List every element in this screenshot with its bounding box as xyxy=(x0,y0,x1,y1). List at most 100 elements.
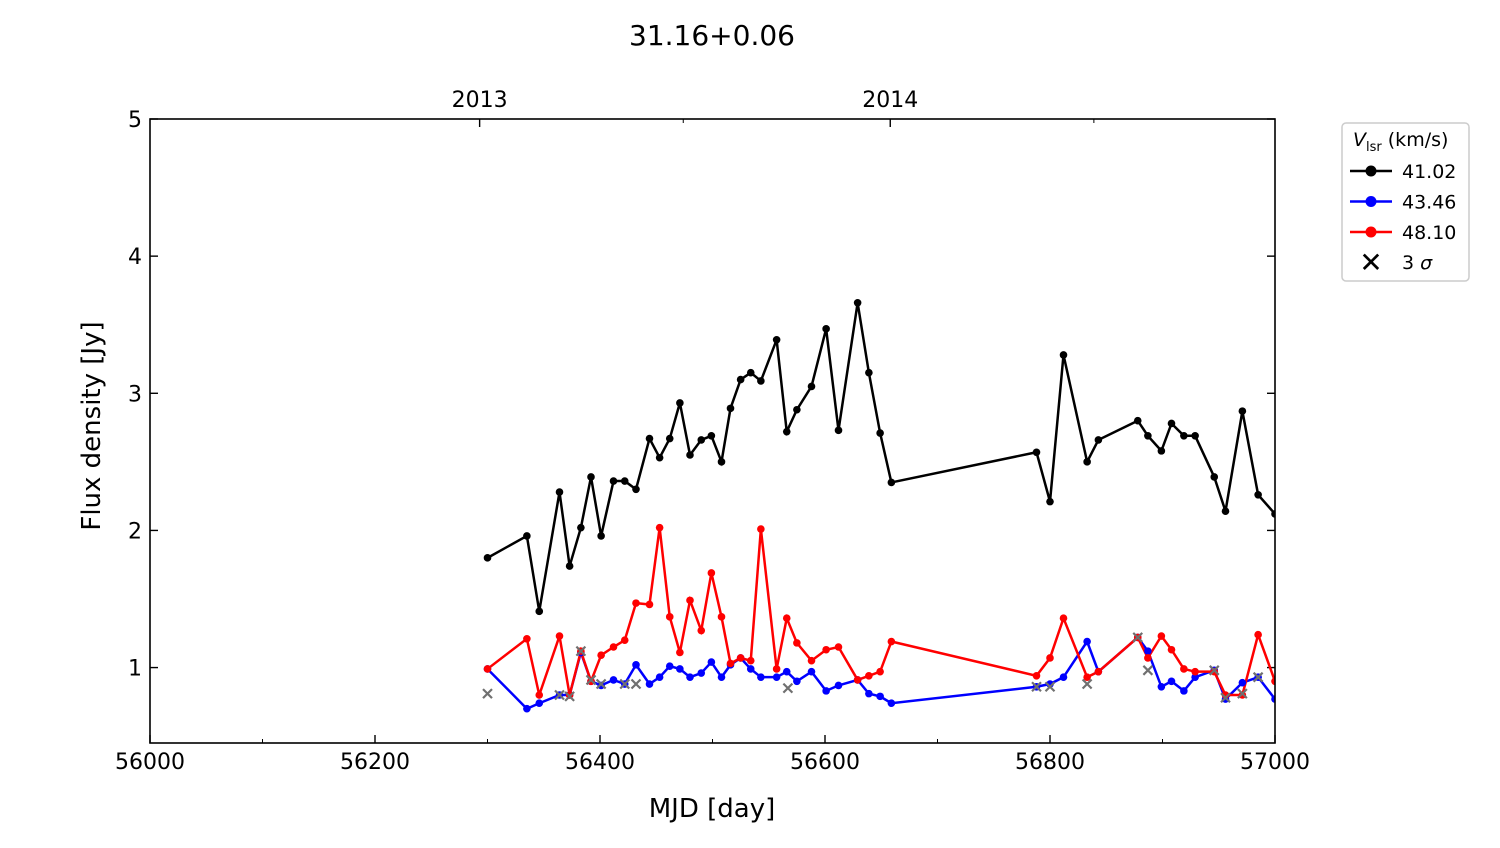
sigma3-marker xyxy=(1081,678,1093,690)
data-point-43.46 xyxy=(757,673,765,681)
legend-label-41.02: 41.02 xyxy=(1402,161,1456,183)
data-point-41.02 xyxy=(577,523,585,532)
y-tick-label: 2 xyxy=(128,519,142,544)
data-point-48.10 xyxy=(1180,665,1188,673)
data-point-48.10 xyxy=(1191,667,1199,676)
data-point-41.02 xyxy=(483,554,492,562)
data-point-41.02 xyxy=(1046,497,1054,506)
data-point-41.02 xyxy=(822,325,830,333)
data-point-48.10 xyxy=(1046,654,1054,662)
x-tick-label: 57000 xyxy=(1240,750,1310,775)
data-point-48.10 xyxy=(655,523,664,532)
y-tick-label: 4 xyxy=(128,245,142,270)
sigma3-marker xyxy=(1031,681,1042,693)
data-point-41.02 xyxy=(1271,510,1275,518)
data-point-41.02 xyxy=(1238,407,1247,415)
data-point-48.10 xyxy=(726,659,735,668)
legend-label-3sigma: 3 σ xyxy=(1402,252,1433,274)
data-point-41.02 xyxy=(782,427,791,436)
data-point-41.02 xyxy=(555,488,564,496)
data-point-43.46 xyxy=(1271,695,1275,703)
x-tick-label: 56000 xyxy=(115,750,185,775)
y-axis-label: Flux density [Jy] xyxy=(77,321,107,530)
data-point-48.10 xyxy=(707,569,716,577)
data-point-48.10 xyxy=(1144,654,1152,662)
data-point-48.10 xyxy=(736,654,745,662)
data-point-48.10 xyxy=(865,672,873,680)
data-point-41.02 xyxy=(1133,416,1142,425)
data-point-48.10 xyxy=(1094,667,1103,676)
data-point-48.10 xyxy=(834,643,843,651)
data-point-41.02 xyxy=(1167,419,1176,428)
data-point-43.46 xyxy=(665,662,674,670)
x-tick-label: 56200 xyxy=(340,750,410,775)
data-point-43.46 xyxy=(676,665,684,673)
sigma3-marker xyxy=(630,678,642,690)
legend-label-43.46: 43.46 xyxy=(1402,192,1456,214)
data-point-41.02 xyxy=(1191,432,1199,440)
data-point-48.10 xyxy=(632,599,640,607)
data-point-48.10 xyxy=(807,656,816,665)
data-point-43.46 xyxy=(746,665,755,673)
data-point-41.02 xyxy=(834,426,843,435)
data-point-48.10 xyxy=(609,643,618,651)
data-point-41.02 xyxy=(1210,473,1219,481)
data-point-43.46 xyxy=(807,667,816,676)
data-point-41.02 xyxy=(865,368,873,377)
data-point-43.46 xyxy=(655,673,664,681)
data-point-48.10 xyxy=(746,656,755,665)
data-point-41.02 xyxy=(1221,507,1230,516)
legend-title: Vlsr (km/s) xyxy=(1353,129,1448,155)
data-point-43.46 xyxy=(1144,647,1152,655)
data-point-41.02 xyxy=(707,432,716,440)
plot-frame xyxy=(149,118,1276,744)
data-point-48.10 xyxy=(1032,672,1041,680)
top-tick-label: 2013 xyxy=(452,88,508,113)
data-point-41.02 xyxy=(697,436,706,444)
data-point-43.46 xyxy=(535,699,544,708)
chart-title: 31.16+0.06 xyxy=(629,19,795,52)
data-point-41.02 xyxy=(1180,432,1188,440)
sigma3-marker xyxy=(619,678,631,690)
sigma3-marker xyxy=(564,691,575,702)
data-point-41.02 xyxy=(645,434,654,443)
data-point-43.46 xyxy=(782,667,791,676)
top-tick-label: 2014 xyxy=(862,88,918,113)
data-point-43.46 xyxy=(717,673,726,681)
data-point-41.02 xyxy=(1094,436,1103,444)
data-point-41.02 xyxy=(726,404,735,413)
data-point-41.02 xyxy=(717,458,726,466)
legend: Vlsr (km/s) 41.02 43.46 48.10 ✕ 3 σ xyxy=(1341,122,1470,282)
data-point-43.46 xyxy=(1238,678,1247,687)
x-tick-label: 56600 xyxy=(790,750,860,775)
data-point-48.10 xyxy=(1271,677,1275,686)
sigma3-marker xyxy=(1142,665,1154,676)
data-point-43.46 xyxy=(1059,673,1068,681)
data-point-41.02 xyxy=(1059,351,1068,359)
data-point-48.10 xyxy=(1083,673,1091,681)
data-point-41.02 xyxy=(665,434,674,443)
data-point-41.02 xyxy=(736,375,745,384)
data-point-41.02 xyxy=(887,478,896,487)
data-point-43.46 xyxy=(632,661,640,669)
data-point-41.02 xyxy=(1032,448,1041,457)
data-point-48.10 xyxy=(782,614,791,622)
data-point-43.46 xyxy=(865,689,873,698)
series-line-41.02 xyxy=(486,302,1275,612)
data-point-48.10 xyxy=(665,613,674,621)
data-point-48.10 xyxy=(535,691,544,699)
data-point-48.10 xyxy=(1254,630,1262,639)
data-point-43.46 xyxy=(793,677,801,686)
sigma3-marker xyxy=(1132,632,1144,643)
data-point-41.02 xyxy=(746,368,755,377)
data-point-48.10 xyxy=(597,651,605,660)
data-point-41.02 xyxy=(676,399,684,407)
data-point-43.46 xyxy=(1191,673,1199,681)
data-point-41.02 xyxy=(1083,458,1091,466)
x-tick-label: 56400 xyxy=(565,750,635,775)
legend-marker-41.02 xyxy=(1365,165,1377,177)
data-point-48.10 xyxy=(1059,614,1068,622)
data-point-43.46 xyxy=(1157,682,1166,691)
data-point-48.10 xyxy=(793,639,801,647)
